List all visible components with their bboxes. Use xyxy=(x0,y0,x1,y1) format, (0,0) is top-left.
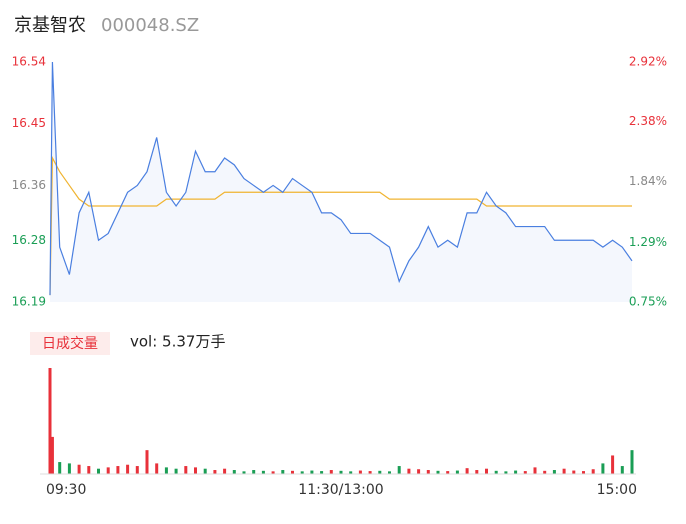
volume-bar xyxy=(349,471,353,474)
volume-bar xyxy=(184,466,188,474)
volume-bar xyxy=(514,470,518,474)
stock-code: 000048.SZ xyxy=(101,15,199,36)
volume-bar xyxy=(582,471,585,474)
volume-bar xyxy=(533,467,537,474)
volume-bar xyxy=(58,462,62,474)
volume-bar xyxy=(310,470,314,474)
volume-bar xyxy=(504,471,508,474)
volume-tab[interactable]: 日成交量 xyxy=(42,335,98,352)
volume-bar xyxy=(126,464,130,474)
price-area xyxy=(50,62,632,302)
x-tick-label: 11:30/13:00 xyxy=(298,482,383,498)
volume-bar xyxy=(475,470,479,474)
volume-bar xyxy=(50,436,54,474)
volume-bar xyxy=(48,368,52,474)
volume-bar xyxy=(329,470,333,474)
y2-tick-label: 1.84% xyxy=(629,174,667,188)
volume-bar xyxy=(630,450,634,474)
x-tick-label: 09:30 xyxy=(46,482,86,498)
volume-bar xyxy=(271,471,275,474)
volume-bar xyxy=(232,470,236,474)
volume-bar xyxy=(543,470,547,474)
volume-bar xyxy=(261,470,265,474)
volume-bar xyxy=(572,470,576,474)
y-tick-label: 16.19 xyxy=(12,295,46,309)
volume-bar xyxy=(358,470,362,474)
average-line xyxy=(49,155,632,296)
volume-bar xyxy=(465,468,469,474)
price-line xyxy=(49,61,633,296)
volume-bar xyxy=(611,455,615,474)
volume-bar xyxy=(116,466,120,474)
y2-tick-label: 2.92% xyxy=(629,55,667,69)
y-tick-label: 16.45 xyxy=(12,116,46,130)
volume-bar xyxy=(213,470,217,474)
volume-bar xyxy=(97,468,100,474)
volume-bar xyxy=(591,469,595,474)
volume-bar xyxy=(87,466,91,474)
volume-bar xyxy=(601,463,605,474)
volume-bar xyxy=(368,471,372,474)
volume-bar xyxy=(620,466,624,474)
volume-bar xyxy=(339,470,343,474)
volume-bar xyxy=(135,466,139,474)
volume-bar xyxy=(426,470,430,474)
volume-bar xyxy=(562,468,566,474)
volume-bar xyxy=(320,471,324,474)
volume-bar xyxy=(446,471,450,474)
volume-bar xyxy=(485,468,488,474)
volume-bar xyxy=(223,468,227,474)
volume-bar xyxy=(552,470,556,474)
volume-bar xyxy=(436,470,440,474)
volume-bar xyxy=(252,470,256,474)
volume-bar xyxy=(281,470,285,474)
x-tick-label: 15:00 xyxy=(597,482,637,498)
volume-bar xyxy=(203,468,207,474)
volume-bar xyxy=(397,466,401,474)
y-tick-label: 16.36 xyxy=(12,178,46,192)
volume-bar xyxy=(300,471,304,474)
volume-bar xyxy=(155,463,159,474)
volume-bar xyxy=(242,471,246,474)
volume-bar xyxy=(291,470,294,474)
volume-bar xyxy=(388,471,391,474)
volume-bar xyxy=(194,467,197,474)
volume-bar xyxy=(67,463,71,474)
y2-tick-label: 0.75% xyxy=(629,295,667,309)
volume-bar xyxy=(378,470,382,474)
volume-tab-bg[interactable] xyxy=(30,332,110,355)
stock-name: 京基智农 xyxy=(14,15,86,36)
volume-bar xyxy=(77,464,81,474)
volume-bar xyxy=(417,469,421,474)
volume-bar xyxy=(106,467,110,474)
volume-bar xyxy=(407,468,411,474)
y-tick-label: 16.28 xyxy=(12,233,46,247)
y-tick-label: 16.54 xyxy=(12,55,46,69)
volume-bar xyxy=(494,470,498,474)
y2-tick-label: 2.38% xyxy=(629,114,667,128)
y2-tick-label: 1.29% xyxy=(629,235,667,249)
volume-summary: vol: 5.37万手 xyxy=(130,333,225,351)
volume-bar xyxy=(523,471,527,474)
volume-bar xyxy=(174,468,178,474)
volume-bar xyxy=(164,467,168,474)
volume-bar xyxy=(455,470,459,474)
volume-bar xyxy=(145,450,149,474)
